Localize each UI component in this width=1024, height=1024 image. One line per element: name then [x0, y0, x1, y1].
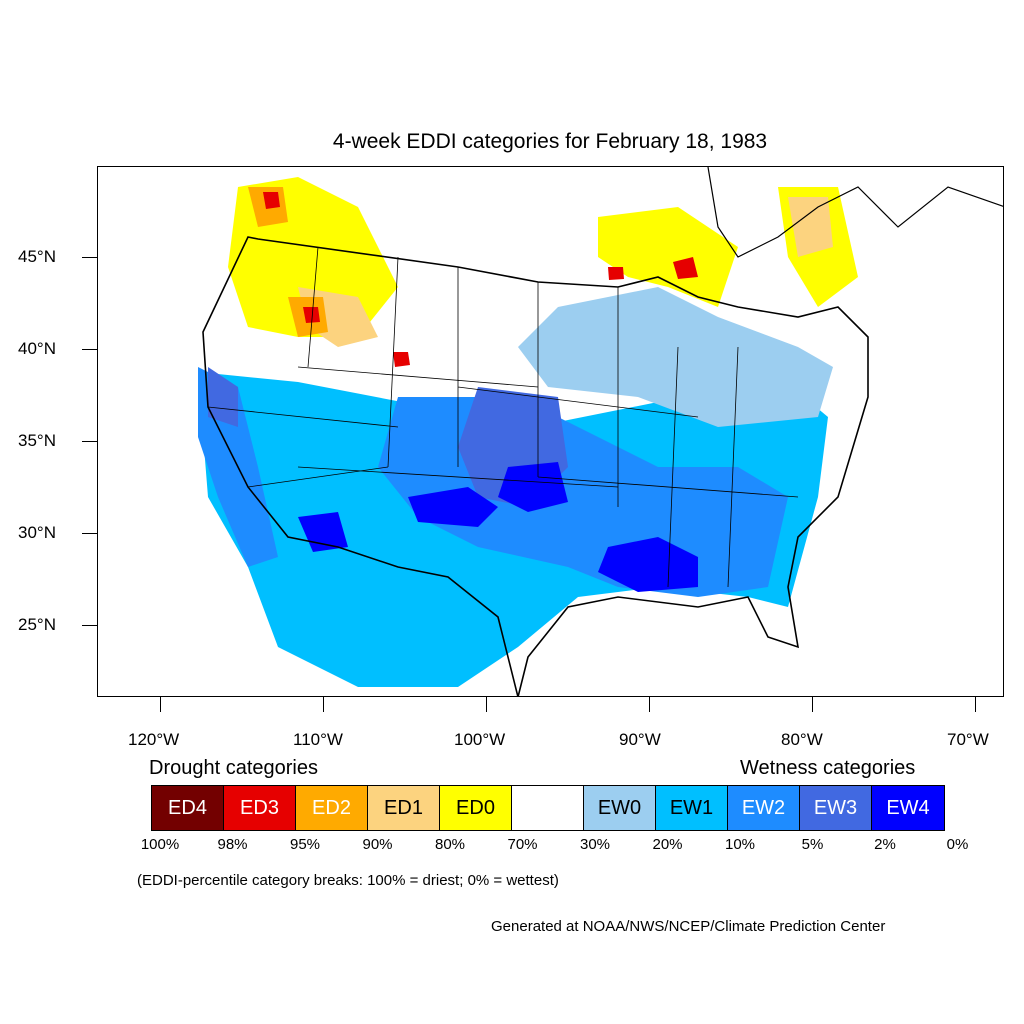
- lat-tick: [82, 349, 97, 350]
- canada-coast: [707, 167, 1003, 258]
- lon-label-110: 110°W: [293, 730, 343, 749]
- legend-swatch-ed4: ED4: [152, 786, 224, 830]
- lat-label-35: 35°N: [18, 431, 56, 450]
- legend-swatch-ed1: ED1: [368, 786, 440, 830]
- legend-swatch-ew0: EW0: [584, 786, 656, 830]
- legend-break-label: 95%: [289, 836, 321, 853]
- legend-swatch-ed2: ED2: [296, 786, 368, 830]
- legend-break-label: 10%: [724, 836, 756, 853]
- legend-swatch-ew2: EW2: [728, 786, 800, 830]
- wet-region-ew4-plains: [498, 462, 568, 512]
- legend-break-label: 5%: [801, 836, 824, 853]
- wetness-categories-heading: Wetness categories: [740, 757, 916, 779]
- lon-tick: [812, 697, 813, 712]
- legend-break-label: 20%: [652, 836, 683, 853]
- legend-break-label: 80%: [434, 836, 466, 853]
- dry-region-ed2: [248, 187, 328, 337]
- wet-region-ew4-south: [298, 487, 698, 592]
- map-title: 4-week EDDI categories for February 18, …: [332, 130, 768, 153]
- lon-tick: [975, 697, 976, 712]
- dry-region-ed3: [263, 192, 698, 367]
- dry-region-ed1: [298, 197, 833, 347]
- legend-break-label: 30%: [579, 836, 611, 853]
- credit-line: Generated at NOAA/NWS/NCEP/Climate Predi…: [491, 918, 886, 935]
- legend-break-label: 2%: [874, 836, 896, 853]
- category-breaks-note: (EDDI-percentile category breaks: 100% =…: [137, 872, 559, 889]
- lon-label-70: 70°W: [947, 730, 989, 749]
- legend-color-bar: ED4 ED3 ED2 ED1 ED0 EW0 EW1 EW2 EW3 EW4: [151, 785, 945, 831]
- lon-tick: [486, 697, 487, 712]
- legend-swatch-ew4: EW4: [872, 786, 944, 830]
- lat-tick: [82, 625, 97, 626]
- lon-tick: [649, 697, 650, 712]
- lon-tick: [160, 697, 161, 712]
- lat-label-40: 40°N: [18, 339, 56, 358]
- legend-swatch-neutral: [512, 786, 584, 830]
- lon-tick: [323, 697, 324, 712]
- wet-region-ew3: [208, 367, 568, 507]
- lat-tick: [82, 257, 97, 258]
- legend-break-label: 0%: [946, 836, 969, 853]
- lat-tick: [82, 533, 97, 534]
- lon-label-80: 80°W: [781, 730, 823, 749]
- legend-break-label: 100%: [140, 836, 180, 853]
- lat-label-45: 45°N: [18, 247, 56, 266]
- legend-swatch-ed0: ED0: [440, 786, 512, 830]
- legend-break-label: 70%: [507, 836, 538, 853]
- lat-label-25: 25°N: [18, 615, 56, 634]
- drought-categories-heading: Drought categories: [149, 757, 318, 779]
- legend-break-label: 98%: [217, 836, 248, 853]
- legend-swatch-ed3: ED3: [224, 786, 296, 830]
- state-lines: [207, 246, 799, 588]
- legend-swatch-ew3: EW3: [800, 786, 872, 830]
- lon-label-120: 120°W: [128, 730, 180, 749]
- wet-region-ew0-central: [518, 287, 833, 427]
- legend-break-label: 90%: [362, 836, 393, 853]
- map-frame: [97, 166, 1004, 697]
- legend-swatch-ew1: EW1: [656, 786, 728, 830]
- lat-label-30: 30°N: [18, 523, 56, 542]
- lon-label-90: 90°W: [619, 730, 661, 749]
- us-border-outline: [202, 236, 869, 696]
- lat-tick: [82, 441, 97, 442]
- lon-label-100: 100°W: [454, 730, 506, 749]
- eddi-map: [198, 167, 1003, 696]
